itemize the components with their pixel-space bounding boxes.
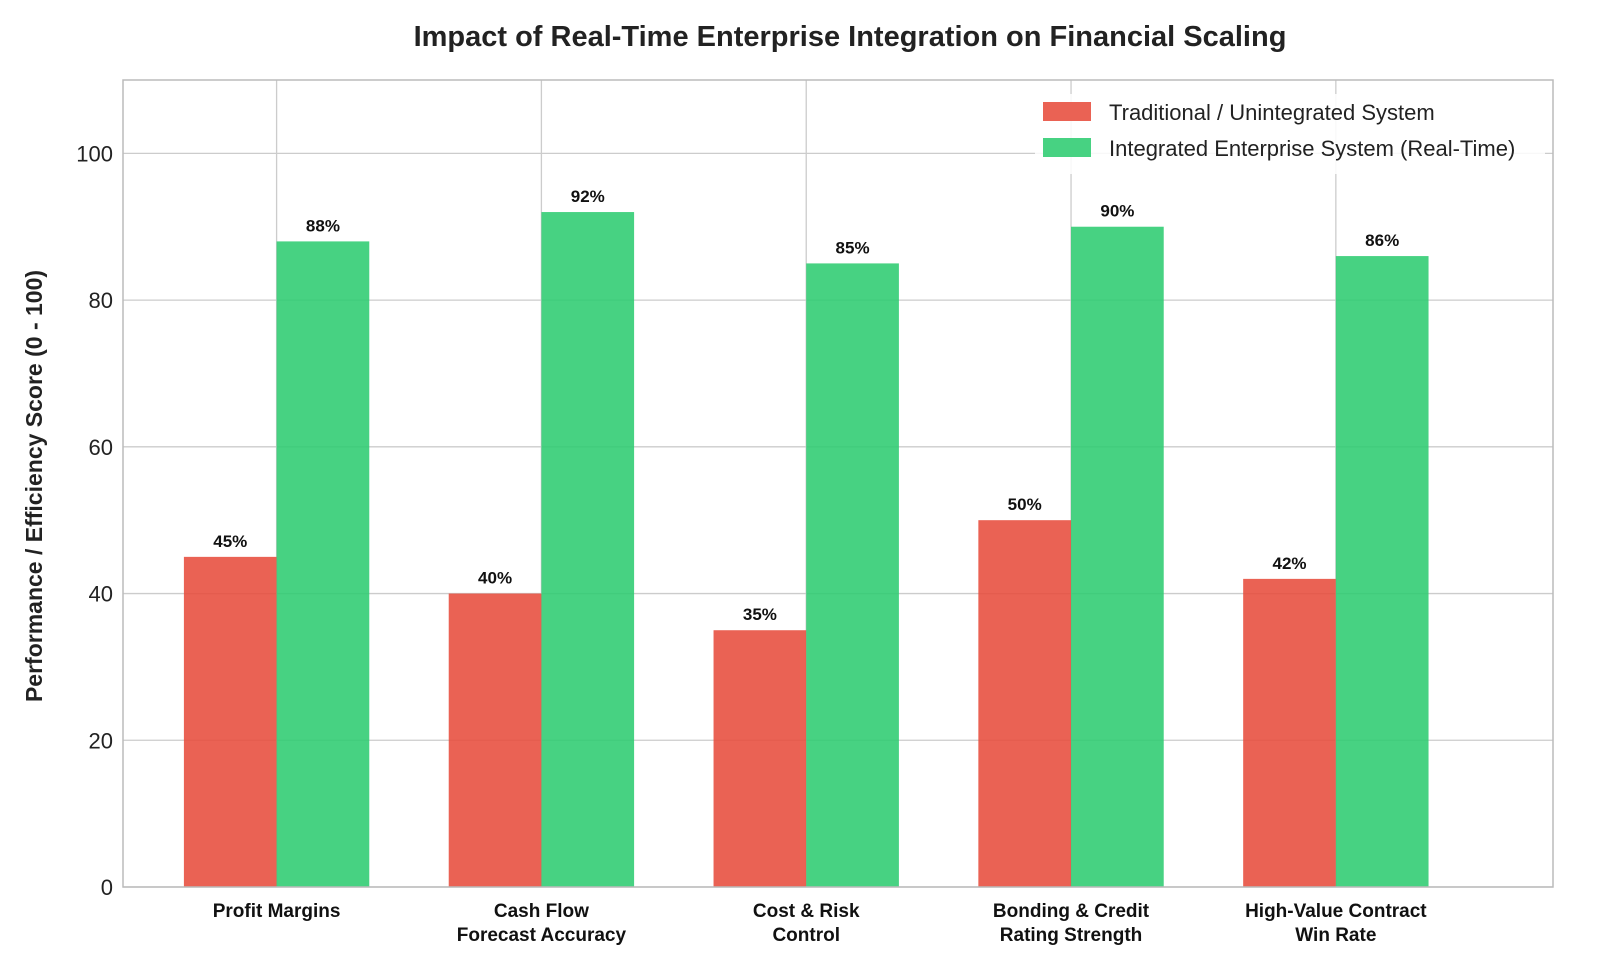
x-tick-label: Cash Flow Forecast Accuracy [457, 901, 627, 946]
bar-value-label: 88% [306, 216, 340, 235]
bar-value-label: 40% [478, 569, 512, 588]
data-labels: 45% 40% 35% 50% 42% 88% 92% 85% 90% 86% [213, 187, 1399, 624]
bar-value-label: 42% [1272, 554, 1306, 573]
bar [806, 263, 899, 888]
chart-title: Impact of Real-Time Enterprise Integrati… [414, 21, 1287, 53]
x-tick-label: Cost & Risk Control [753, 901, 860, 946]
bar-value-label: 85% [836, 238, 870, 257]
y-tick-label: 80 [89, 288, 113, 313]
y-tick-label: 60 [89, 435, 113, 460]
bar-value-label: 86% [1365, 231, 1399, 250]
x-tick-label-line: Rating Strength [1000, 925, 1143, 946]
x-tick-label-line: Cost & Risk [753, 901, 860, 922]
x-tick-label-line: Control [772, 925, 840, 946]
bar [183, 556, 277, 887]
y-axis-ticks: 0 20 40 60 80 100 [76, 141, 113, 900]
x-tick-label-line: Forecast Accuracy [457, 925, 627, 946]
x-tick-label-line: Win Rate [1295, 925, 1376, 946]
bar [1243, 578, 1336, 887]
bar [1335, 256, 1429, 887]
x-tick-label-line: High-Value Contract [1245, 901, 1427, 922]
legend-background [1035, 94, 1545, 174]
bar-value-label: 50% [1008, 495, 1042, 514]
x-tick-label-line: Cash Flow [494, 901, 589, 922]
x-tick-label-line: Bonding & Credit [993, 901, 1150, 922]
x-axis-ticks: Profit Margins Cash Flow Forecast Accuracy… [213, 901, 1428, 946]
bar [1071, 226, 1164, 887]
y-axis-label: Performance / Efficiency Score (0 - 100) [21, 270, 47, 702]
x-tick-label: Bonding & Credit Rating Strength [993, 901, 1150, 946]
bar-value-label: 92% [571, 187, 605, 206]
legend: Traditional / Unintegrated System Integra… [1035, 94, 1545, 174]
plot-frame [122, 79, 1554, 888]
bar-value-label: 45% [213, 532, 247, 551]
bar-value-label: 35% [743, 605, 777, 624]
legend-swatch [1043, 138, 1091, 157]
x-tick-label-line: Profit Margins [213, 901, 341, 922]
bar [541, 212, 635, 887]
bar [713, 630, 807, 887]
x-tick-label: Profit Margins [213, 901, 341, 922]
y-tick-label: 20 [89, 728, 113, 753]
y-tick-label: 0 [101, 875, 113, 900]
bar [276, 241, 370, 887]
bar [448, 593, 542, 887]
y-tick-label: 40 [89, 582, 113, 607]
y-tick-label: 100 [76, 141, 113, 166]
legend-entry-label: Integrated Enterprise System (Real-Time) [1109, 136, 1515, 161]
legend-entry-label: Traditional / Unintegrated System [1109, 100, 1435, 125]
legend-swatch [1043, 102, 1091, 121]
bar-value-label: 90% [1100, 202, 1134, 221]
bars [183, 212, 1429, 888]
x-tick-label: High-Value Contract Win Rate [1245, 901, 1427, 946]
bar [978, 520, 1072, 887]
